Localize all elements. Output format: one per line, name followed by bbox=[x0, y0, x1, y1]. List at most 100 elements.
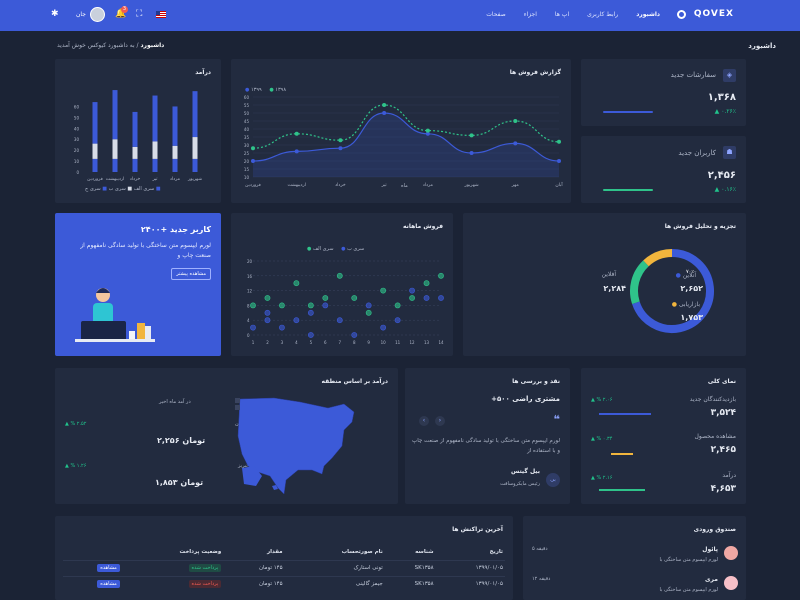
cell-amount: ۱۴۵ تومان bbox=[223, 575, 285, 592]
status-badge: پرداخت شده bbox=[188, 580, 222, 589]
bell-icon[interactable]: 🔔 bbox=[115, 9, 127, 19]
donut-slice bbox=[630, 260, 649, 304]
scatter-point bbox=[336, 317, 343, 324]
overview-change: ▲ % ۰.۳۴ bbox=[591, 436, 613, 442]
user-name[interactable]: جان bbox=[76, 11, 86, 18]
donut-slice bbox=[632, 249, 714, 333]
city-name: تبریز bbox=[238, 463, 248, 469]
table-row[interactable]: ۱۳۹۹/۰۱/۰۵ SK۱۳۵۸ جیمز گالینی ۱۴۵ تومان … bbox=[63, 575, 505, 592]
x-tick-label: 7 bbox=[338, 340, 341, 345]
scatter-point bbox=[279, 302, 285, 309]
reviewer-role: رئیس مایکروسافت bbox=[500, 481, 540, 487]
hawaii-shape[interactable] bbox=[272, 485, 278, 490]
scatter-point bbox=[293, 317, 300, 324]
cell-amount: ۱۴۵ تومان bbox=[223, 559, 285, 576]
revenue-bar-chart: 0 10 20 30 40 50 60 فروردین اردیبهشت خرداد تیر مردا… bbox=[74, 90, 202, 182]
overview-bar bbox=[611, 453, 633, 455]
th-status: وضعیت پرداخت bbox=[179, 548, 222, 555]
user-avatar[interactable] bbox=[90, 7, 105, 22]
stat-sparkline bbox=[603, 189, 653, 191]
nav-components[interactable]: اجزاء bbox=[523, 11, 537, 18]
data-point bbox=[382, 103, 387, 107]
x-tick-label: فروردین bbox=[87, 177, 103, 182]
data-point bbox=[338, 138, 343, 143]
x-tick-label: اردیبهشت bbox=[287, 183, 306, 188]
zoom-out-icon[interactable] bbox=[235, 405, 240, 410]
bar-segment bbox=[172, 106, 178, 146]
x-tick-label: 1 bbox=[252, 340, 255, 345]
sales-analysis-card: تجزیه و تحلیل فروش ها ● آنلاین ۲,۶۵۲ آفل… bbox=[463, 213, 746, 356]
fullscreen-icon[interactable]: ⛶ bbox=[136, 9, 143, 19]
bar-segment bbox=[132, 111, 138, 147]
inbox-sender[interactable]: پائول bbox=[702, 546, 718, 553]
view-button[interactable]: مشاهده bbox=[97, 564, 120, 572]
online-label: ● آنلاین bbox=[675, 272, 696, 279]
x-tick-label: 8 bbox=[353, 340, 356, 345]
person-laptop-illustration bbox=[75, 288, 155, 342]
x-tick-label: خرداد bbox=[130, 177, 141, 182]
bar-segment bbox=[112, 158, 118, 172]
card-title: نقد و بررسی ها bbox=[512, 378, 560, 385]
x-tick-label: مرداد bbox=[423, 183, 434, 188]
cell-action: مشاهده bbox=[63, 559, 122, 576]
reviews-headline: +۵۰۰ مشتری راضی bbox=[491, 395, 560, 403]
scatter-point bbox=[351, 332, 358, 338]
logo-icon bbox=[677, 10, 686, 19]
y-tick-label: 10 bbox=[74, 159, 80, 164]
x-tick-label: 10 bbox=[381, 340, 387, 345]
y-tick-label: 20 bbox=[74, 148, 80, 153]
settings-gear-icon[interactable]: ✱ bbox=[51, 9, 59, 19]
nav-ui[interactable]: رابط کاربری bbox=[587, 11, 619, 18]
y-tick-label: 15 bbox=[244, 167, 250, 172]
promo-more-button[interactable]: مشاهده پیشتر bbox=[171, 268, 211, 280]
inbox-time: ۵ دقیقه bbox=[532, 546, 548, 552]
x-tick-label: 3 bbox=[281, 340, 284, 345]
bar-segment bbox=[132, 146, 138, 159]
card-title: درآمد bbox=[195, 69, 211, 76]
sales-report-card: گزارش فروش ها 10 15 20 25 30 35 40 45 50 55 60 فرور… bbox=[231, 59, 571, 203]
data-point bbox=[294, 131, 299, 136]
th-name: نام صورتحساب bbox=[341, 548, 383, 555]
nav-apps[interactable]: اپ ها bbox=[554, 11, 570, 18]
language-flag-icon[interactable] bbox=[156, 11, 166, 18]
stat-change: ▲ ۰.۱۶٪ bbox=[714, 186, 736, 193]
prev-arrow-icon[interactable]: ‹ bbox=[419, 416, 429, 426]
alaska-shape[interactable] bbox=[242, 466, 262, 486]
x-tick-label: مهر bbox=[511, 183, 520, 188]
overview-value: ۴,۶۵۳ bbox=[710, 484, 736, 494]
city-change: ▲ % ۱.۲۶ bbox=[65, 463, 87, 469]
sales-line-chart: 10 15 20 25 30 35 40 45 50 55 60 فروردین اردیبهشت خرد… bbox=[244, 95, 563, 188]
x-tick-label: تیر bbox=[381, 183, 388, 188]
brand-logo[interactable]: QOVEX bbox=[693, 9, 734, 19]
x-tick-label: 2 bbox=[266, 340, 269, 345]
legend-b: سری ب bbox=[108, 186, 126, 192]
overview-change-value: % ۲.۱۶ bbox=[596, 475, 613, 481]
sales-legend: ● ۱۳۹۹ ● ۱۳۹۸ bbox=[245, 87, 287, 93]
promo-card: ۲۴۰۰+ کاربر جدید لورم ایپسوم متن ساختگی … bbox=[55, 213, 221, 356]
x-tick-label: فروردین bbox=[245, 183, 261, 188]
nav-dashboard[interactable]: داشبورد bbox=[636, 11, 660, 18]
next-arrow-icon[interactable]: › bbox=[435, 416, 445, 426]
bar-segment bbox=[192, 158, 198, 172]
cell-status: پرداخت شده bbox=[121, 559, 224, 576]
nav-pages[interactable]: صفحات bbox=[486, 11, 506, 18]
x-tick-label: 6 bbox=[324, 340, 327, 345]
zoom-in-icon[interactable] bbox=[235, 398, 240, 403]
city-change: ▲ % ۲.۵۲ bbox=[65, 421, 87, 427]
data-point bbox=[557, 159, 561, 163]
data-point bbox=[557, 139, 561, 144]
usa-map bbox=[235, 397, 355, 495]
card-title: گزارش فروش ها bbox=[509, 69, 561, 76]
bar-segment bbox=[172, 145, 178, 159]
breadcrumb-current[interactable]: داشبورد bbox=[140, 42, 165, 49]
y-tick-label: 0 bbox=[247, 333, 250, 338]
x-tick-label: شهریور bbox=[464, 183, 479, 188]
view-button[interactable]: مشاهده bbox=[97, 580, 120, 589]
table-row[interactable]: ۱۳۹۹/۰۱/۰۵ SK۱۳۵۸ تونی استارک ۱۴۵ تومان … bbox=[63, 559, 505, 576]
inbox-sender[interactable]: مری bbox=[705, 576, 718, 583]
cell-name: تونی استارک bbox=[284, 559, 385, 576]
data-point bbox=[382, 111, 387, 115]
y-tick-label: 30 bbox=[244, 143, 250, 148]
data-point bbox=[469, 151, 474, 155]
